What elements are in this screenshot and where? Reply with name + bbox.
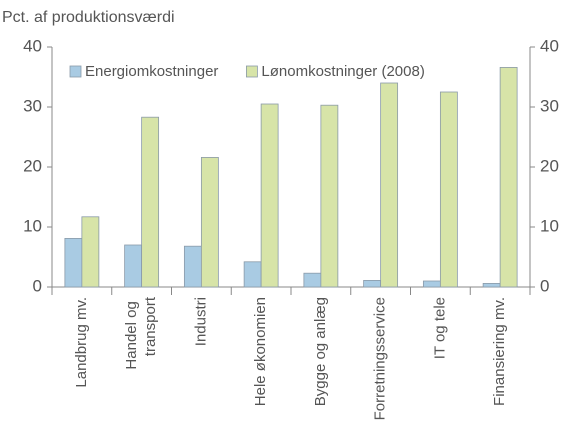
legend-label: Lønomkostninger (2008)	[261, 63, 424, 80]
x-tick-label: IT og tele	[431, 297, 448, 359]
legend-swatch	[69, 65, 82, 78]
y-tick-label: 40	[23, 36, 42, 55]
bar	[141, 116, 160, 288]
y-tick-label: 0	[33, 276, 42, 295]
y2-tick-label: 40	[540, 36, 559, 55]
x-tick-label: Hele økonomien	[252, 297, 269, 406]
bar	[124, 244, 143, 288]
bar	[64, 237, 83, 288]
legend-swatch	[246, 65, 258, 78]
bar	[303, 272, 322, 288]
bar	[439, 91, 458, 288]
x-tick-label: Forretningsservice	[372, 297, 389, 420]
legend-label: Energiomkostninger	[85, 63, 218, 80]
y2-tick-label: 30	[540, 96, 559, 115]
x-tick-label: Industri	[192, 297, 209, 346]
bar	[183, 245, 202, 288]
x-tick-label: Handel og transport	[123, 296, 159, 369]
bar	[482, 282, 501, 288]
y2-tick-label: 0	[540, 276, 549, 295]
y2-tick-label: 10	[540, 216, 559, 235]
y-tick-label: 20	[23, 156, 42, 175]
x-tick-label: Bygge og anlæg	[312, 297, 329, 406]
x-tick-label: Finansiering mv.	[491, 297, 508, 406]
y-tick-label: 10	[23, 216, 42, 235]
y-tick-label: 30	[23, 96, 42, 115]
y2-tick-label: 20	[540, 156, 559, 175]
bar	[422, 280, 441, 288]
bar	[260, 103, 279, 288]
bar	[243, 261, 262, 288]
bar	[363, 279, 382, 288]
bar	[320, 104, 339, 288]
chart-title: Pct. af produktionsværdi	[2, 9, 175, 26]
x-tick-label: Landbrug mv.	[73, 297, 90, 388]
bar	[380, 82, 399, 288]
bar	[499, 67, 518, 288]
bar	[81, 216, 100, 288]
bar	[200, 156, 219, 288]
